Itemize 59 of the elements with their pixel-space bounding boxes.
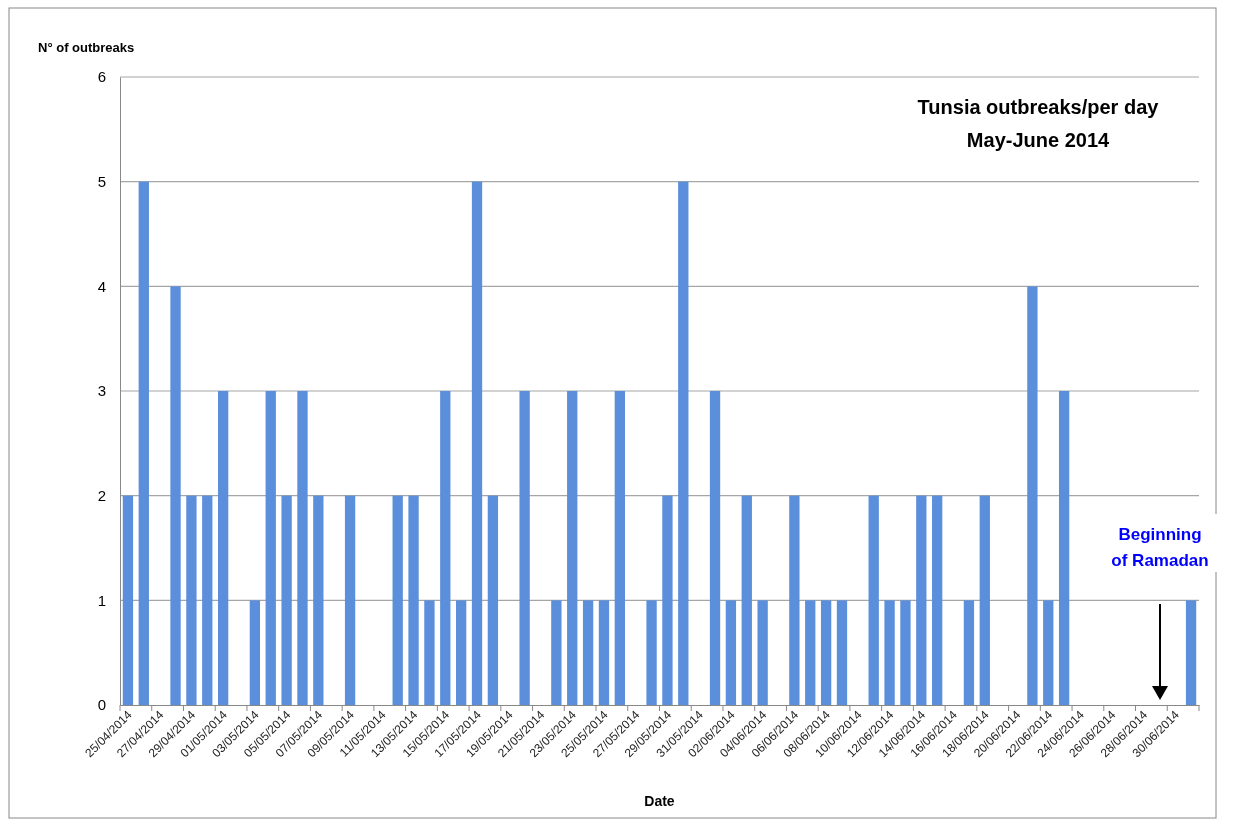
bar <box>313 495 324 705</box>
bar <box>932 495 943 705</box>
bar <box>344 495 356 705</box>
bar <box>170 286 181 705</box>
x-axis-title: Date <box>644 793 675 809</box>
annotation: Beginning of Ramadan <box>1111 525 1209 570</box>
bar <box>122 495 134 705</box>
bar <box>249 600 261 705</box>
y-tick-label: 1 <box>97 591 106 609</box>
bar <box>757 600 768 705</box>
bar <box>408 495 419 705</box>
bar <box>138 181 149 705</box>
y-tick-label: 0 <box>97 696 106 714</box>
bar <box>551 600 562 705</box>
bar <box>392 495 403 705</box>
bar <box>471 181 483 705</box>
bar <box>884 600 895 705</box>
bar <box>1185 600 1197 705</box>
bar <box>741 495 752 705</box>
bar <box>900 600 911 705</box>
bar <box>487 495 499 705</box>
bar <box>567 391 578 705</box>
bar <box>963 600 975 705</box>
bar <box>979 495 990 705</box>
bar <box>1043 600 1054 705</box>
bar <box>725 600 737 705</box>
bar <box>456 600 467 705</box>
bar <box>916 495 927 705</box>
text: Tunsia outbreaks/per day <box>917 96 1160 118</box>
bar <box>598 600 610 705</box>
bar <box>265 391 276 705</box>
bar <box>281 495 292 705</box>
bar <box>1058 391 1070 705</box>
bar <box>868 495 879 705</box>
bar <box>662 495 673 705</box>
bar <box>614 391 625 705</box>
bar <box>678 181 689 705</box>
y-tick-label: 5 <box>97 172 106 190</box>
y-tick-label: 3 <box>97 382 106 400</box>
bar <box>1027 286 1038 705</box>
bar <box>202 495 213 705</box>
text: May-June 2014 <box>966 129 1111 151</box>
y-axis-title: N° of outbreaks <box>38 40 135 55</box>
bar <box>789 495 800 705</box>
bar <box>646 600 657 705</box>
y-tick-label: 2 <box>97 486 106 504</box>
bar <box>836 600 848 705</box>
bar <box>582 600 594 705</box>
bar <box>297 391 308 705</box>
bar <box>709 391 721 705</box>
y-tick-label: 6 <box>97 68 106 86</box>
bar <box>186 495 197 705</box>
bar <box>805 600 816 705</box>
bar <box>519 391 530 705</box>
y-tick-label: 4 <box>97 277 106 295</box>
bar <box>424 600 435 705</box>
bar <box>820 600 832 705</box>
bar <box>217 391 229 705</box>
bar <box>440 391 451 705</box>
